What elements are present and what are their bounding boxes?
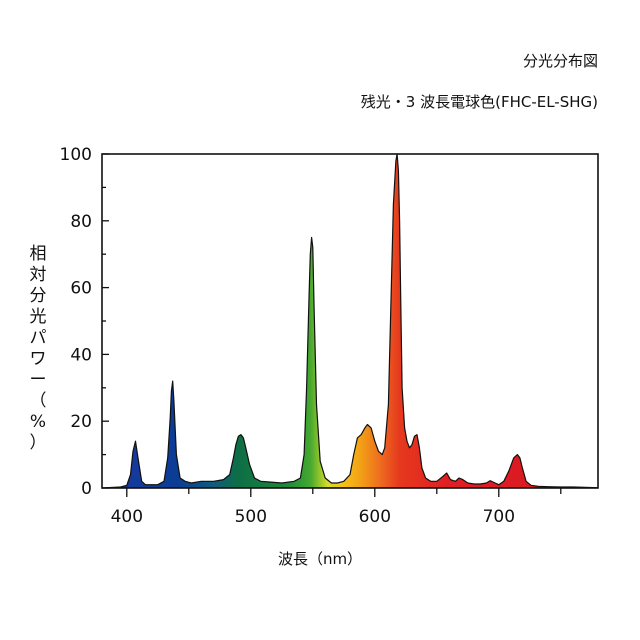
y-axis-label-char: ワ [29, 349, 47, 369]
y-tick-label: 0 [81, 479, 92, 499]
y-tick-label: 80 [70, 212, 92, 232]
chart-title: 分光分布図 [522, 52, 598, 70]
x-tick-label: 700 [483, 507, 515, 527]
y-axis-label-char: ー [29, 370, 47, 390]
y-axis-label-char: （ [29, 391, 47, 411]
y-tick-label: 20 [70, 412, 92, 432]
x-tick-label: 400 [111, 507, 143, 527]
spectrum-curve [102, 154, 598, 488]
x-axis-label: 波長（nm） [277, 550, 363, 568]
plot-frame [101, 153, 599, 489]
y-axis-label-char: ） [29, 433, 47, 453]
y-axis-label-char: 対 [29, 265, 47, 285]
y-axis-label-char: パ [29, 328, 47, 348]
x-tick-label: 600 [359, 507, 391, 527]
y-tick-label: 100 [60, 145, 92, 165]
y-axis-label-char: % [29, 412, 47, 432]
y-axis-label-char: 光 [29, 307, 47, 327]
x-tick-label: 500 [235, 507, 267, 527]
y-tick-label: 60 [70, 279, 92, 299]
y-axis-label-char: 相 [29, 244, 47, 264]
chart-subtitle: 残光・3 波長電球色(FHC-EL-SHG) [360, 93, 598, 111]
y-tick-label: 40 [70, 345, 92, 365]
y-axis-label: 相対分光パワー（%） [26, 244, 50, 454]
y-axis-label-char: 分 [29, 286, 47, 306]
